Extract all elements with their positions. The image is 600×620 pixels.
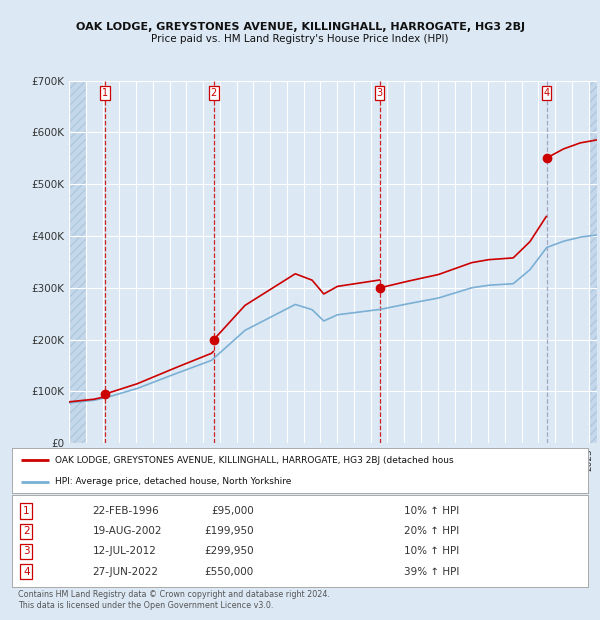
Text: 3: 3 <box>23 546 30 556</box>
Text: HPI: Average price, detached house, North Yorkshire: HPI: Average price, detached house, Nort… <box>55 477 292 486</box>
Text: 22-FEB-1996: 22-FEB-1996 <box>92 506 160 516</box>
Text: 4: 4 <box>23 567 30 577</box>
Text: 10% ↑ HPI: 10% ↑ HPI <box>404 546 459 556</box>
Text: 2: 2 <box>23 526 30 536</box>
Text: OAK LODGE, GREYSTONES AVENUE, KILLINGHALL, HARROGATE, HG3 2BJ (detached hous: OAK LODGE, GREYSTONES AVENUE, KILLINGHAL… <box>55 456 454 465</box>
Text: 10% ↑ HPI: 10% ↑ HPI <box>404 506 459 516</box>
Text: 19-AUG-2002: 19-AUG-2002 <box>92 526 162 536</box>
Text: £550,000: £550,000 <box>205 567 254 577</box>
Text: 12-JUL-2012: 12-JUL-2012 <box>92 546 157 556</box>
Bar <box>69 81 86 443</box>
Text: Price paid vs. HM Land Registry's House Price Index (HPI): Price paid vs. HM Land Registry's House … <box>151 34 449 44</box>
Text: 2: 2 <box>211 88 217 98</box>
Text: £95,000: £95,000 <box>211 506 254 516</box>
Text: OAK LODGE, GREYSTONES AVENUE, KILLINGHALL, HARROGATE, HG3 2BJ: OAK LODGE, GREYSTONES AVENUE, KILLINGHAL… <box>76 22 524 32</box>
Text: 3: 3 <box>377 88 383 98</box>
Text: 1: 1 <box>23 506 30 516</box>
Bar <box>589 81 597 443</box>
Text: Contains HM Land Registry data © Crown copyright and database right 2024.
This d: Contains HM Land Registry data © Crown c… <box>18 590 330 609</box>
Text: 39% ↑ HPI: 39% ↑ HPI <box>404 567 459 577</box>
Text: 1: 1 <box>101 88 108 98</box>
Text: £299,950: £299,950 <box>204 546 254 556</box>
Text: 27-JUN-2022: 27-JUN-2022 <box>92 567 158 577</box>
Text: 20% ↑ HPI: 20% ↑ HPI <box>404 526 459 536</box>
Text: 4: 4 <box>544 88 550 98</box>
Text: £199,950: £199,950 <box>204 526 254 536</box>
